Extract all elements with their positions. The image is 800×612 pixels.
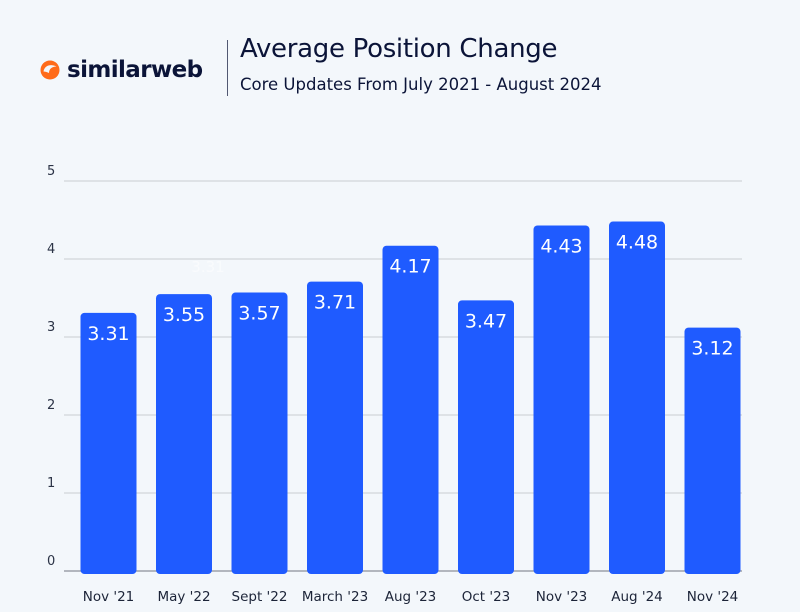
bar — [533, 225, 590, 574]
bar — [80, 312, 137, 574]
similarweb-logo-icon — [40, 60, 60, 80]
bar-value-label: 3.31 — [87, 323, 129, 345]
bar — [609, 221, 665, 574]
bar-value-label: 3.55 — [163, 304, 205, 326]
brand-name: similarweb — [67, 57, 203, 83]
y-tick-label: 5 — [47, 164, 55, 179]
x-category-label: Oct '23 — [462, 589, 511, 605]
x-category-label: Nov '23 — [536, 589, 588, 605]
y-tick-label: 0 — [47, 554, 55, 569]
bar — [231, 292, 288, 574]
chart-subtitle: Core Updates From July 2021 - August 202… — [240, 75, 602, 94]
y-tick-label: 2 — [47, 398, 55, 413]
x-category-label: Nov '24 — [687, 589, 739, 605]
x-category-label: March '23 — [302, 589, 368, 605]
ghost-value-label: 3.31 — [191, 258, 224, 276]
bar — [684, 327, 741, 574]
chart-title: Average Position Change — [240, 34, 558, 64]
bar-value-label: 4.43 — [540, 235, 582, 257]
y-tick-label: 3 — [47, 320, 55, 335]
bar-value-label: 3.71 — [314, 292, 356, 314]
x-category-label: Aug '24 — [611, 589, 663, 605]
bar — [156, 294, 212, 574]
chart-header: similarweb Average Position Change Core … — [0, 0, 800, 110]
x-category-label: May '22 — [157, 589, 210, 605]
bar — [458, 300, 514, 574]
bar — [382, 245, 439, 575]
x-category-label: Nov '21 — [83, 589, 135, 605]
y-tick-label: 4 — [47, 242, 55, 257]
bar-value-label: 3.47 — [465, 310, 507, 332]
bar-value-label: 4.48 — [616, 232, 658, 254]
bar-value-label: 4.17 — [389, 256, 431, 278]
y-tick-label: 1 — [47, 476, 55, 491]
bar-value-label: 3.57 — [238, 303, 280, 325]
bar-value-label: 3.12 — [691, 338, 733, 360]
header-divider — [227, 40, 228, 96]
x-category-label: Sept '22 — [232, 589, 288, 605]
bar — [307, 281, 363, 574]
similarweb-logo: similarweb — [40, 57, 203, 83]
x-category-label: Aug '23 — [385, 589, 437, 605]
